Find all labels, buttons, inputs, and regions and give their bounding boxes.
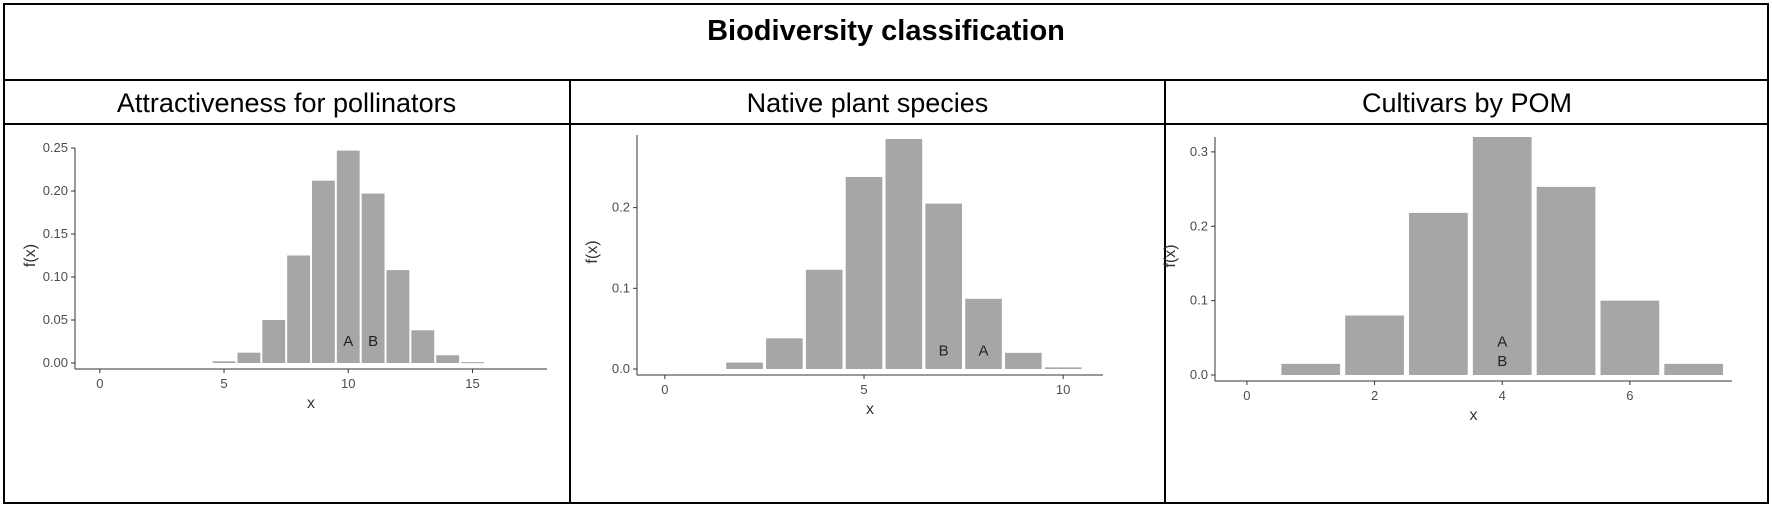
x-axis-label: x [866, 401, 874, 418]
bar [386, 270, 410, 363]
y-tick-label: 0.05 [43, 312, 68, 327]
y-axis-label: f(x) [584, 240, 601, 263]
y-tick-label: 0.25 [43, 140, 68, 155]
bar-annotation: B [368, 333, 378, 350]
x-tick-label: 0 [661, 382, 668, 397]
bar-annotation: A [1497, 334, 1507, 351]
bar [885, 139, 923, 369]
bar [287, 255, 311, 363]
x-tick-label: 10 [341, 376, 355, 391]
y-tick-label: 0.0 [1190, 367, 1208, 382]
bar [845, 176, 883, 369]
panel-title-1: Attractiveness for pollinators [3, 81, 570, 125]
y-tick-label: 0.20 [43, 183, 68, 198]
bar [237, 352, 261, 363]
bar [766, 338, 803, 369]
bar-annotation: B [1497, 353, 1507, 370]
bar [1472, 137, 1532, 375]
x-tick-label: 5 [860, 382, 867, 397]
x-axis-label: x [307, 395, 315, 412]
panel-divider-2 [1164, 81, 1166, 504]
x-tick-label: 10 [1056, 382, 1070, 397]
x-tick-label: 6 [1626, 388, 1633, 403]
bar-annotation: A [343, 333, 353, 350]
chart-1: 0.00 0.05 0.10 0.15 0.20 0.25 0 5 10 15 x f(x) A B [22, 140, 547, 412]
bar [925, 203, 963, 369]
bar [1409, 212, 1468, 375]
bar-annotation: B [939, 342, 949, 359]
y-tick-label: 0.1 [1190, 293, 1208, 308]
y-axis-label: f(x) [22, 244, 39, 267]
x-tick-label: 2 [1371, 388, 1378, 403]
bar [336, 150, 360, 363]
bar [1600, 300, 1660, 375]
bar [1345, 315, 1404, 375]
y-tick-label: 0.2 [1190, 218, 1208, 233]
y-tick-label: 0.1 [612, 280, 630, 295]
bar [965, 298, 1002, 369]
bar [311, 180, 335, 363]
bar [1005, 352, 1042, 369]
panel-title-2: Native plant species [570, 81, 1165, 125]
bar [805, 269, 843, 369]
bar [361, 193, 385, 363]
y-tick-label: 0.0 [612, 361, 630, 376]
x-tick-label: 4 [1499, 388, 1506, 403]
bar-annotation: A [979, 342, 989, 359]
panel-title-3: Cultivars by POM [1165, 81, 1769, 125]
chart-2: 0.0 0.1 0.2 0 5 10 x f(x) B A [584, 135, 1103, 418]
y-tick-label: 0.2 [612, 200, 630, 215]
bar [1664, 363, 1724, 375]
bar [1536, 186, 1596, 375]
bar [262, 320, 286, 363]
x-tick-label: 0 [1243, 388, 1250, 403]
bar [411, 330, 435, 363]
x-tick-label: 5 [220, 376, 227, 391]
bar [726, 362, 763, 369]
panel-divider-1 [569, 81, 571, 504]
bar [1281, 363, 1341, 375]
bar [212, 361, 236, 363]
figure-title: Biodiversity classification [3, 3, 1769, 81]
x-axis-label: x [1470, 407, 1478, 424]
chart-3: 0.0 0.1 0.2 0.3 0 2 4 6 x f(x) AB [1162, 137, 1732, 424]
y-tick-label: 0.15 [43, 226, 68, 241]
x-tick-label: 0 [96, 376, 103, 391]
figure-border [3, 3, 1769, 504]
y-tick-label: 0.10 [43, 269, 68, 284]
bar [436, 355, 460, 363]
x-tick-label: 15 [465, 376, 479, 391]
bar [461, 362, 484, 364]
y-tick-label: 0.00 [43, 355, 68, 370]
bar [1044, 367, 1082, 369]
y-axis-label: f(x) [1162, 244, 1179, 267]
y-tick-label: 0.3 [1190, 144, 1208, 159]
